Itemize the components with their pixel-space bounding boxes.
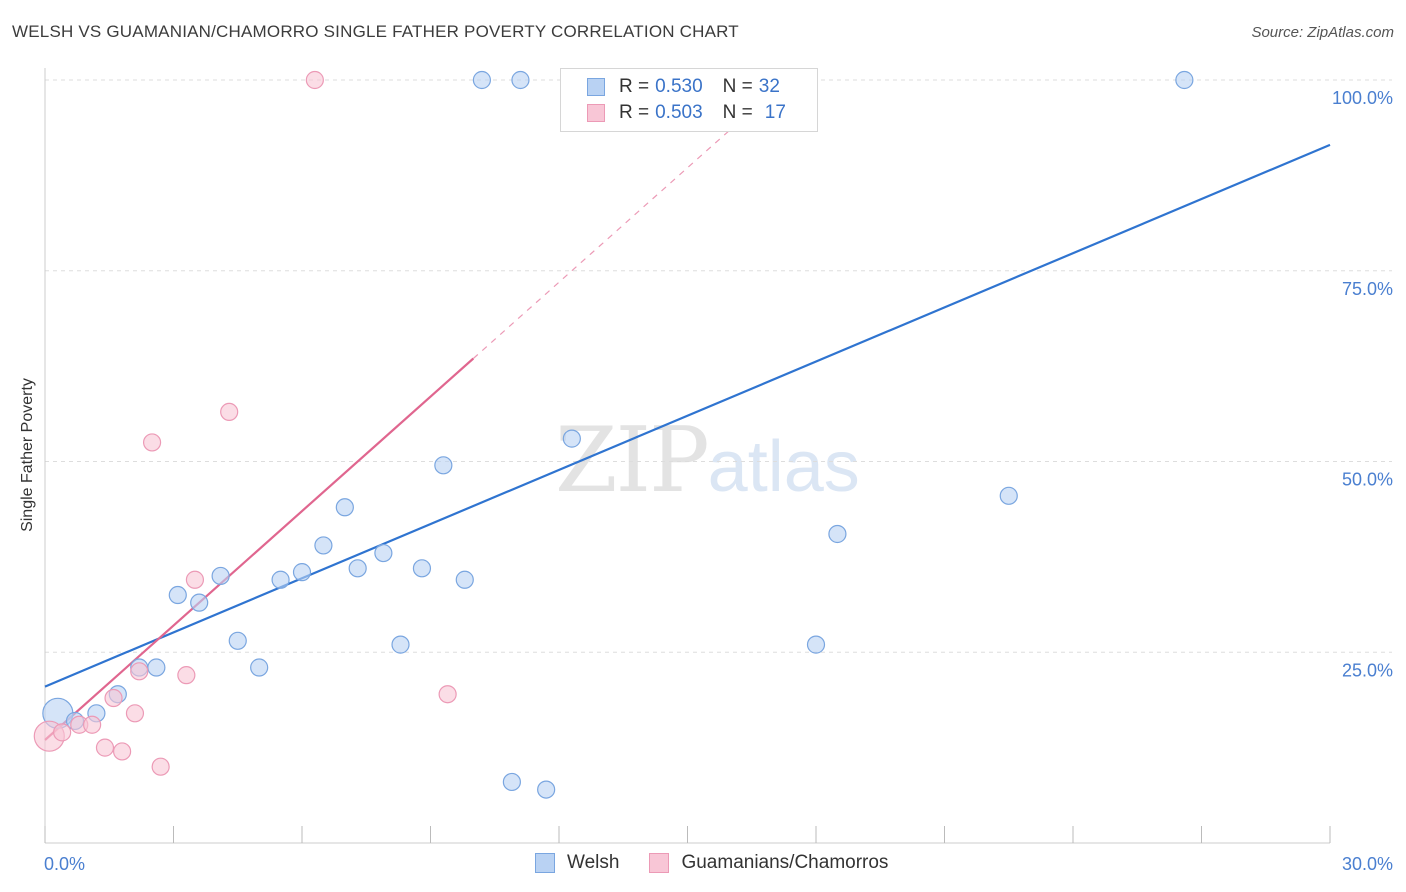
welsh-point: [562, 429, 581, 448]
welsh-point: [828, 524, 847, 544]
legend-guam-n-label: N =: [722, 102, 753, 123]
legend-row-guam: R = 0.503 N = 17: [587, 101, 786, 125]
guam-point: [305, 70, 324, 90]
guam-point: [83, 715, 102, 734]
guam-point: [130, 662, 149, 681]
guam-point: [438, 685, 457, 704]
welsh-point: [806, 635, 826, 654]
y-tick-label: 25.0%: [1342, 660, 1393, 680]
welsh-point: [455, 570, 474, 589]
welsh-point: [537, 780, 556, 799]
welsh-point: [412, 559, 432, 578]
y-tick-label: 100.0%: [1332, 88, 1393, 108]
axes: [44, 68, 1331, 844]
guam-point: [112, 742, 132, 761]
welsh-trend-line: [44, 143, 1331, 688]
welsh-point: [434, 456, 453, 475]
welsh-point: [250, 658, 269, 677]
legend-welsh-r-label: R =: [619, 76, 650, 97]
watermark-atlas: atlas: [707, 427, 860, 507]
welsh-point: [168, 585, 187, 605]
welsh-point: [228, 631, 247, 650]
x-tick-label: 0.0%: [44, 854, 85, 874]
guam-point: [220, 402, 239, 422]
series-legend-guam[interactable]: Guamanians/Chamorros: [649, 852, 888, 874]
guam-point: [177, 666, 196, 685]
guam-trend-line: [44, 357, 475, 741]
welsh-point: [335, 498, 354, 517]
legend-guam-r-label: R =: [619, 102, 650, 123]
welsh-point: [502, 772, 521, 792]
welsh-point: [271, 570, 290, 589]
welsh-swatch: [535, 853, 555, 873]
guam-swatch: [649, 853, 670, 873]
welsh-point: [1175, 70, 1194, 90]
welsh-point: [147, 658, 166, 677]
guam-point: [53, 723, 72, 742]
y-tick-label: 75.0%: [1342, 279, 1393, 299]
legend-welsh-r-value: 0.530: [655, 76, 703, 97]
guam-point: [151, 757, 170, 776]
series-legend-welsh[interactable]: Welsh: [535, 852, 619, 874]
welsh-point: [314, 536, 333, 555]
guam-point: [125, 704, 145, 723]
x-tick-label: 30.0%: [1342, 854, 1393, 874]
grid-lines: [45, 79, 1392, 653]
guam-point: [95, 738, 115, 757]
legend-guam-r-value: 0.503: [655, 102, 703, 123]
welsh-point: [292, 563, 312, 582]
guam-trend-extension: [472, 129, 731, 359]
welsh-point: [511, 70, 530, 90]
legend-guam-n-value: 17: [764, 102, 786, 123]
welsh-point: [374, 543, 393, 563]
data-points: [33, 70, 1194, 799]
guam-point: [104, 688, 123, 708]
welsh-point: [999, 486, 1018, 505]
welsh-point: [391, 635, 410, 654]
trend-lines: [44, 129, 1331, 741]
guam-point: [185, 570, 205, 589]
guam-point: [142, 433, 162, 452]
chart-title: WELSH VS GUAMANIAN/CHAMORRO SINGLE FATHE…: [12, 22, 739, 41]
guam-legend-label: Guamanians/Chamorros: [681, 852, 889, 873]
welsh-point: [348, 559, 367, 578]
legend-swatch-guam: [587, 104, 605, 122]
welsh-point: [472, 70, 491, 90]
legend-row-welsh: R = 0.530 N = 32: [587, 75, 780, 99]
welsh-point: [211, 566, 230, 586]
correlation-legend: R = 0.530 N = 32 R = 0.503 N = 17: [560, 68, 818, 132]
welsh-legend-label: Welsh: [567, 852, 620, 873]
series-legend: Welsh Guamanians/Chamorros: [535, 852, 918, 874]
legend-swatch-welsh: [587, 78, 605, 96]
source-label: Source: ZipAtlas.com: [1251, 24, 1394, 41]
tick-labels: 25.0% 50.0% 75.0% 100.0% 0.0% 30.0%: [44, 88, 1393, 874]
y-tick-label: 50.0%: [1342, 470, 1393, 490]
legend-welsh-n-value: 32: [758, 76, 780, 97]
legend-welsh-n-label: N =: [722, 76, 753, 97]
welsh-point: [190, 593, 209, 612]
